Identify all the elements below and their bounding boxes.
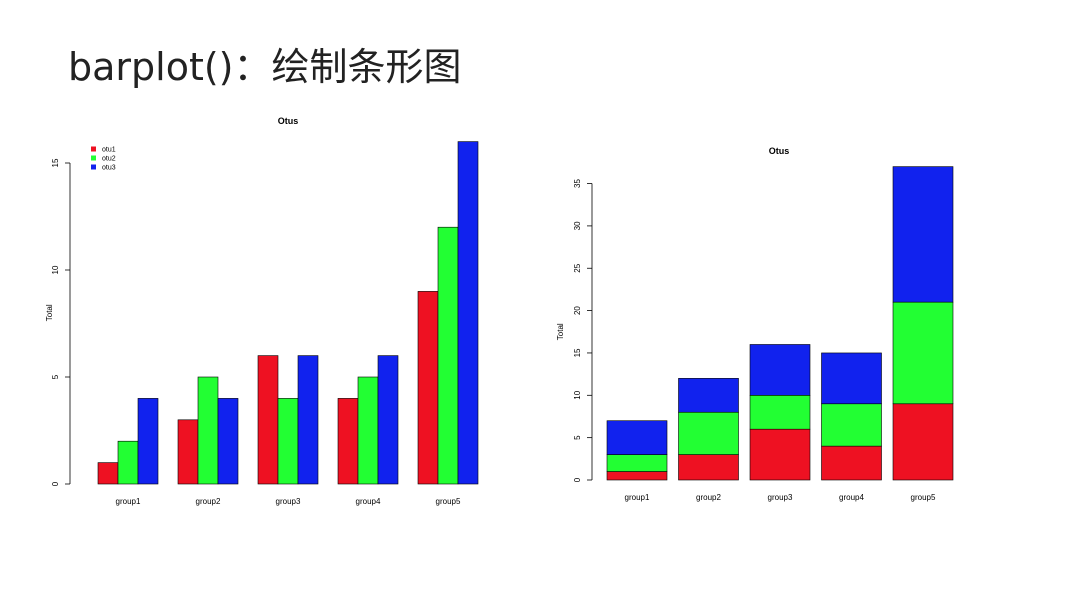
stacked-segment-3-group2 xyxy=(678,378,739,413)
x-tick-label: group4 xyxy=(839,493,864,502)
legend-label-otu1: otu1 xyxy=(102,147,116,154)
stacked-segment-2-group1 xyxy=(606,454,668,472)
y-tick-label: 0 xyxy=(573,477,582,482)
bar-otu1-group4 xyxy=(337,398,359,485)
y-tick-label: 10 xyxy=(573,390,582,399)
stacked-segment-1-group4 xyxy=(821,445,882,481)
y-tick-label: 15 xyxy=(51,158,60,167)
x-tick-label: group2 xyxy=(196,497,221,506)
stacked-bar-chart: Otus 0 5 10 15 20 25 30 35 Total group1 group2 group… xyxy=(556,146,954,502)
stacked-segment-2-group5 xyxy=(892,301,954,405)
x-tick-label: group1 xyxy=(116,497,141,506)
legend-label-otu3: otu3 xyxy=(102,165,116,172)
bar-otu1-group5 xyxy=(417,291,439,485)
legend-label-otu2: otu2 xyxy=(102,156,116,163)
grouped-bar-chart: Otus 0 5 10 15 Total group1 group2 group3 group4 g… xyxy=(45,116,479,506)
legend-swatch-otu1 xyxy=(91,146,96,152)
stacked-segment-1-group1 xyxy=(606,471,668,481)
y-axis-label: Total xyxy=(556,323,565,340)
y-tick-label: 10 xyxy=(51,265,60,274)
bar-otu3-group4 xyxy=(377,355,399,485)
stacked-segment-3-group1 xyxy=(606,420,668,455)
y-tick-label: 15 xyxy=(573,348,582,357)
stacked-segment-1-group3 xyxy=(749,428,811,481)
bar-otu2-group2 xyxy=(197,376,219,485)
legend-swatch-otu2 xyxy=(91,155,96,161)
x-tick-label: group1 xyxy=(625,493,650,502)
y-tick-label: 25 xyxy=(573,263,582,272)
y-tick-label: 35 xyxy=(573,179,582,188)
x-tick-label: group5 xyxy=(911,493,936,502)
x-tick-label: group2 xyxy=(696,493,721,502)
bar-otu2-group4 xyxy=(357,376,379,485)
stacked-segment-2-group4 xyxy=(821,403,882,447)
bar-otu3-group2 xyxy=(217,398,239,485)
stacked-segment-3-group5 xyxy=(892,166,954,303)
bar-otu2-group5 xyxy=(437,226,459,485)
stacked-segment-1-group5 xyxy=(892,403,954,481)
stacked-segment-1-group2 xyxy=(678,454,739,481)
y-tick-label: 30 xyxy=(573,221,582,230)
y-tick-label: 5 xyxy=(573,435,582,440)
bar-otu1-group1 xyxy=(97,462,119,485)
bar-otu3-group5 xyxy=(457,141,479,485)
stacked-segment-3-group4 xyxy=(821,352,882,405)
y-axis-label: Total xyxy=(45,304,54,321)
x-tick-label: group3 xyxy=(768,493,793,502)
bar-otu3-group3 xyxy=(297,355,319,485)
bar-otu2-group3 xyxy=(277,398,299,485)
chart-title: Otus xyxy=(278,116,299,126)
bar-otu1-group2 xyxy=(177,419,199,485)
chart-title: Otus xyxy=(769,146,790,156)
stacked-segment-3-group3 xyxy=(749,344,811,396)
bar-otu3-group1 xyxy=(137,398,159,485)
bar-otu1-group3 xyxy=(257,355,279,485)
x-tick-label: group3 xyxy=(276,497,301,506)
y-tick-label: 5 xyxy=(51,374,60,379)
y-tick-label: 0 xyxy=(51,481,60,486)
slide-title: barplot()：绘制条形图 xyxy=(68,45,462,89)
x-tick-label: group5 xyxy=(436,497,461,506)
stacked-segment-2-group2 xyxy=(678,411,739,455)
stacked-segment-2-group3 xyxy=(749,394,811,430)
bar-otu2-group1 xyxy=(117,440,139,485)
y-tick-label: 20 xyxy=(573,306,582,315)
legend-swatch-otu3 xyxy=(91,164,96,170)
x-tick-label: group4 xyxy=(356,497,381,506)
